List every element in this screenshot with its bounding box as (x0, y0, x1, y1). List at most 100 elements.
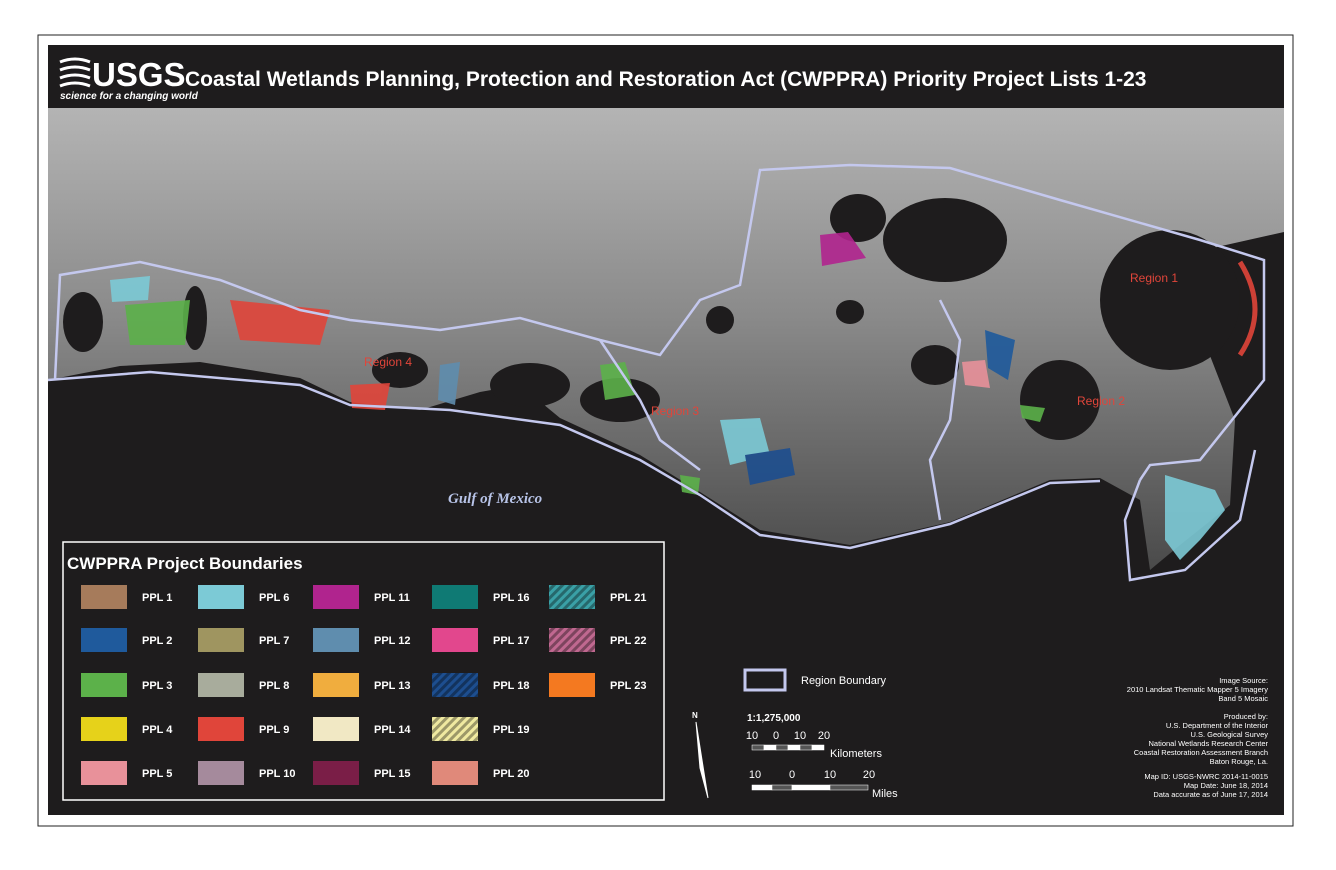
legend-label: PPL 9 (259, 724, 289, 736)
legend-label: PPL 5 (142, 768, 172, 780)
legend-title: CWPPRA Project Boundaries (67, 554, 303, 573)
legend-swatch (81, 761, 127, 785)
credit-line: Produced by: (1224, 712, 1268, 721)
legend-label: PPL 13 (374, 680, 411, 692)
water-label: Gulf of Mexico (448, 491, 542, 507)
legend-label: PPL 6 (259, 592, 289, 604)
legend-label: PPL 10 (259, 768, 296, 780)
north-arrow (695, 721, 709, 799)
legend-label: PPL 15 (374, 768, 411, 780)
legend-label: PPL 14 (374, 724, 411, 736)
mi-bar-segment (771, 784, 793, 791)
km-unit: Kilometers (830, 748, 882, 760)
legend-swatch (198, 761, 244, 785)
legend-swatch (313, 628, 359, 652)
km-bar-segment (811, 744, 825, 751)
mi-bar-segment (751, 784, 773, 791)
legend-swatch (313, 761, 359, 785)
legend-swatch (81, 717, 127, 741)
mi-tick-label: 10 (824, 769, 836, 781)
mi-bar-segment (829, 784, 869, 791)
credit-line: Image Source: (1219, 676, 1268, 685)
region-labels: Region 1 Region 2 Region 3 Region 4 (364, 271, 1178, 418)
region-boundary-label: Region Boundary (801, 675, 887, 687)
legend-swatch (198, 628, 244, 652)
credit-line: 2010 Landsat Thematic Mapper 5 Imagery (1127, 685, 1268, 694)
legend-swatch (313, 585, 359, 609)
legend-swatch (313, 673, 359, 697)
credit-line: Data accurate as of June 17, 2014 (1153, 790, 1268, 799)
credit-line: U.S. Geological Survey (1190, 730, 1268, 739)
mi-tick-label: 10 (749, 769, 761, 781)
legend-label: PPL 8 (259, 680, 289, 692)
credit-line: U.S. Department of the Interior (1166, 721, 1269, 730)
legend-swatch (81, 585, 127, 609)
legend-label: PPL 4 (142, 724, 173, 736)
scale-ratio: 1:1,275,000 (747, 713, 801, 724)
km-tick-label: 10 (746, 730, 758, 742)
legend-swatch (81, 673, 127, 697)
legend-label: PPL 22 (610, 635, 647, 647)
project-areas (110, 232, 1258, 560)
region-boundary-swatch (743, 668, 787, 692)
logo-waves (59, 57, 91, 88)
credit-line: Map Date: June 18, 2014 (1184, 781, 1268, 790)
km-bar-segment (799, 744, 813, 751)
legend-label: PPL 19 (493, 724, 530, 736)
legend-swatch (432, 585, 478, 609)
legend-swatch (313, 717, 359, 741)
region-label: Region 1 (1130, 271, 1178, 285)
legend-label: PPL 20 (493, 768, 530, 780)
km-bar-segment (775, 744, 789, 751)
legend-swatch (198, 717, 244, 741)
legend-swatch (549, 673, 595, 697)
km-tick-label: 0 (773, 730, 779, 742)
legend-label: PPL 17 (493, 635, 530, 647)
region-boundaries (47, 163, 1266, 582)
credit-line: National Wetlands Research Center (1148, 739, 1268, 748)
region-label: Region 2 (1077, 394, 1125, 408)
region-label: Region 4 (364, 355, 412, 369)
km-bar-segment (763, 744, 777, 751)
sheet-border (37, 34, 1294, 827)
logo-tagline: science for a changing world (60, 91, 199, 102)
km-tick-label: 20 (818, 730, 830, 742)
mi-unit: Miles (872, 788, 898, 800)
legend-label: PPL 1 (142, 592, 172, 604)
km-bar-segment (787, 744, 801, 751)
legend-swatch (81, 628, 127, 652)
map-title: Coastal Wetlands Planning, Protection an… (185, 68, 1147, 91)
km-tick-label: 10 (794, 730, 806, 742)
credit-line: Baton Rouge, La. (1210, 757, 1268, 766)
legend-label: PPL 21 (610, 592, 647, 604)
legend-swatch (432, 628, 478, 652)
credits: Image Source:2010 Landsat Thematic Mappe… (1127, 676, 1269, 799)
mi-bar-segment (791, 784, 831, 791)
credit-line: Band 5 Mosaic (1218, 694, 1268, 703)
mi-tick-label: 20 (863, 769, 875, 781)
legend-items: PPL 1 PPL 2 PPL 3 PPL 4 PPL 5 PPL 6 PPL 7 PPL 8… (81, 585, 647, 785)
north-label: N (692, 711, 698, 720)
legend-label: PPL 16 (493, 592, 530, 604)
legend-label: PPL 11 (374, 592, 410, 604)
legend-box (62, 541, 665, 801)
legend-swatch (432, 761, 478, 785)
legend-label: PPL 3 (142, 680, 172, 692)
region-label: Region 3 (651, 404, 699, 418)
usgs-logo: USGS science for a changing world (59, 56, 199, 102)
legend-hatch (549, 628, 595, 652)
credit-line: Map ID: USGS-NWRC 2014-11-0015 (1144, 772, 1268, 781)
legend-hatch (432, 717, 478, 741)
mi-tick-label: 0 (789, 769, 795, 781)
legend-label: PPL 2 (142, 635, 172, 647)
km-bar-segment (751, 744, 765, 751)
legend-swatch (198, 673, 244, 697)
legend-label: PPL 23 (610, 680, 647, 692)
credit-line: Coastal Restoration Assessment Branch (1134, 748, 1268, 757)
logo-text: USGS (92, 56, 186, 93)
legend-hatch (432, 673, 478, 697)
legend-swatch (198, 585, 244, 609)
